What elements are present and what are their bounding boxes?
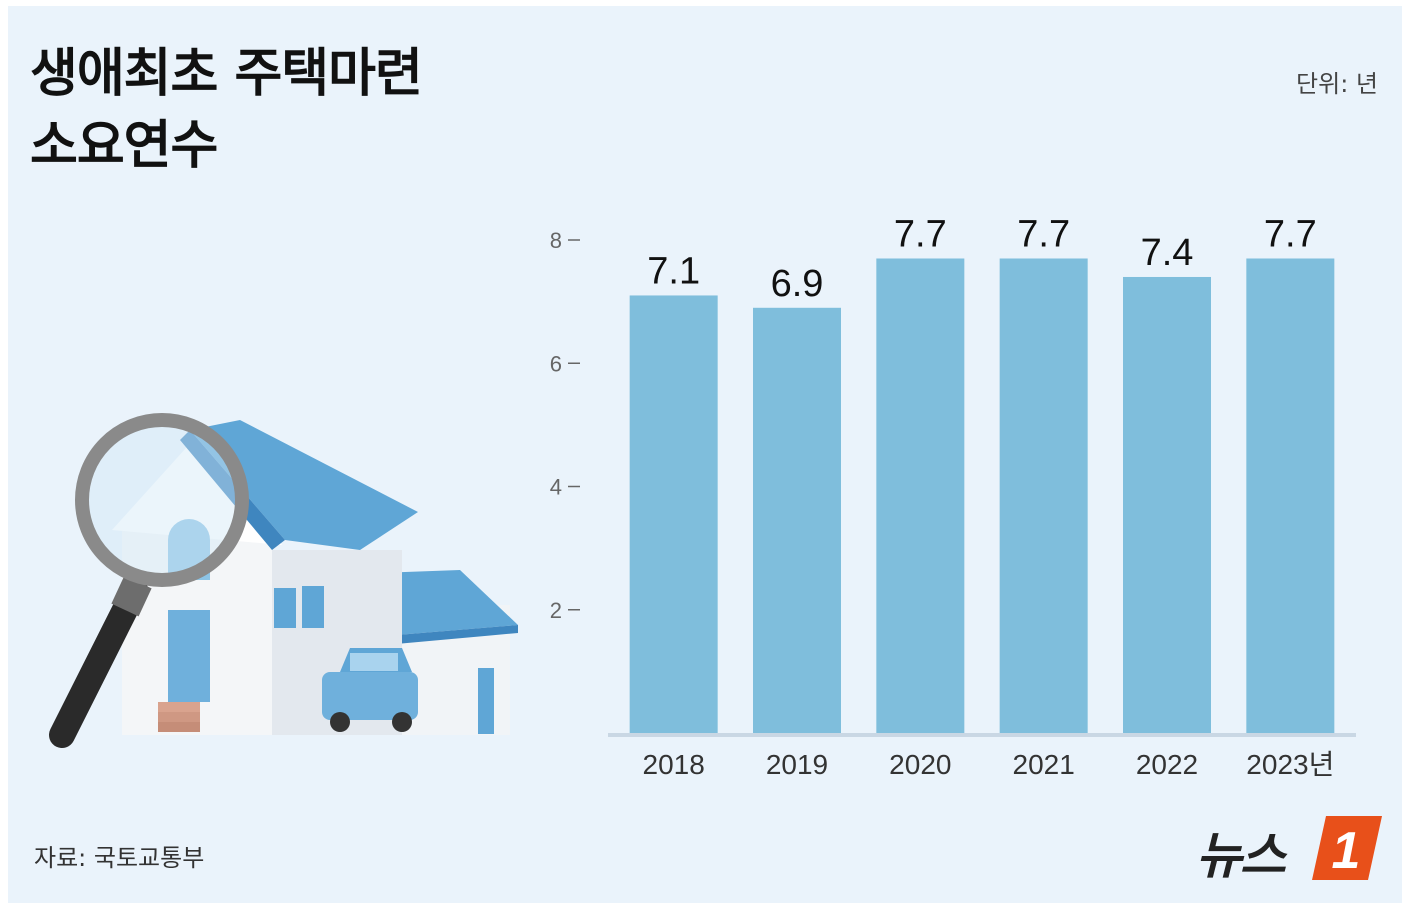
house-magnifier-illustration — [49, 413, 518, 748]
source-note: 자료: 국토교통부 — [34, 844, 205, 872]
y-tick: 6 — [550, 351, 580, 376]
x-tick-label: 2023년 — [1246, 749, 1334, 780]
chart-title: 생애최초 주택마련 소요연수 — [30, 38, 423, 182]
y-tick: 8 — [550, 228, 580, 253]
bar — [999, 258, 1088, 733]
bar-value-label: 7.7 — [894, 213, 947, 255]
bar-value-label: 7.4 — [1141, 232, 1194, 274]
bar-value-label: 6.9 — [771, 263, 824, 305]
x-tick-label: 2019 — [766, 749, 828, 780]
bar — [876, 258, 965, 733]
x-axis-labels: 2018 2019 2020 2021 2022 2023년 — [643, 749, 1335, 780]
logo-text: 뉴스 — [1196, 827, 1286, 885]
x-tick-label: 2018 — [643, 749, 705, 780]
house-illustration — [112, 420, 418, 735]
chart-title-line2: 소요연수 — [30, 116, 218, 176]
chart-baseline — [608, 733, 1356, 737]
car-illustration — [322, 648, 418, 732]
chart-title-line1: 생애최초 주택마련 — [30, 44, 423, 104]
x-tick-label: 2021 — [1013, 749, 1075, 780]
y-tick-label: 4 — [550, 475, 562, 500]
bars-group — [629, 258, 1335, 733]
bar — [629, 295, 718, 733]
y-axis: 2 4 6 8 — [550, 228, 580, 623]
unit-label: 단위: 년 — [1296, 70, 1378, 98]
bar-value-label: 7.7 — [1264, 213, 1317, 255]
bar — [753, 307, 841, 733]
magnifier-icon — [49, 413, 249, 748]
y-tick-label: 8 — [550, 228, 562, 253]
y-tick-label: 2 — [550, 598, 562, 623]
x-tick-label: 2020 — [889, 749, 951, 780]
bar — [1123, 276, 1211, 733]
value-labels: 7.1 6.9 7.7 7.7 7.4 7.7 — [647, 213, 1316, 304]
y-tick: 4 — [550, 475, 580, 500]
bar-value-label: 7.7 — [1017, 213, 1070, 255]
y-tick: 2 — [550, 598, 580, 623]
bar — [1246, 258, 1335, 733]
bar-value-label: 7.1 — [647, 250, 700, 292]
logo-badge-text: 1 — [1332, 822, 1361, 880]
x-tick-label: 2022 — [1136, 749, 1198, 780]
news1-logo: 뉴스 1 — [1196, 810, 1396, 890]
logo-badge-icon: 1 — [1312, 816, 1382, 880]
y-tick-label: 6 — [550, 351, 562, 376]
